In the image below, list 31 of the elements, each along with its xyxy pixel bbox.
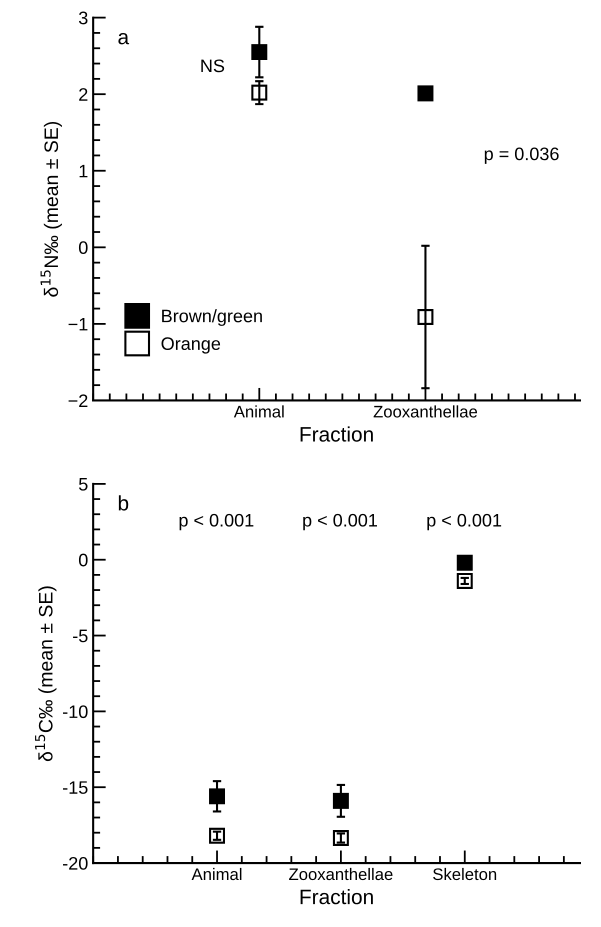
y-tick-label: 3 [78,12,88,24]
x-axis-title: Fraction [300,426,373,442]
y-tick-label: 0 [78,241,88,254]
y-tick-label: 0 [78,554,88,566]
text: a [118,32,130,44]
annotation: p < 0.001 [180,514,254,530]
point [417,85,434,102]
y-tick-label: 5 [78,478,88,491]
y-tick-label: -20 [63,856,88,870]
legend-label: Brown/green [162,309,262,326]
x-axis-title: Fraction [300,888,373,904]
y-tick-label: 1 [80,164,88,178]
x-tick-label: Zooxanthellae [289,868,393,880]
x-tick-label: Animal [192,868,242,880]
y-tick-label: 2 [79,88,88,101]
annotation: NS [201,59,224,72]
legend-label: Orange [162,337,220,354]
chart-title: b [118,495,128,511]
x-tick-label: Skeleton [433,868,496,880]
y-axis-title: δ$^{15}$N‰ (mean ± SE) [40,122,62,297]
y-tick-label: -5 [73,630,88,642]
annotation: p < 0.001 [427,514,502,530]
x-tick-label: Animal [234,405,284,418]
y-tick-label: −2 [68,394,88,408]
y-axis-title: δ$^{15}$C‰ (mean ± SE) [35,586,56,762]
annotation: p < 0.001 [303,514,377,530]
annotation: p = 0.036 [484,148,559,164]
y-tick-label: -15 [63,781,88,794]
y-tick-label: -10 [63,705,88,718]
y-tick-label: −1 [68,318,88,330]
x-tick-label: Zooxanthellae [374,405,478,418]
